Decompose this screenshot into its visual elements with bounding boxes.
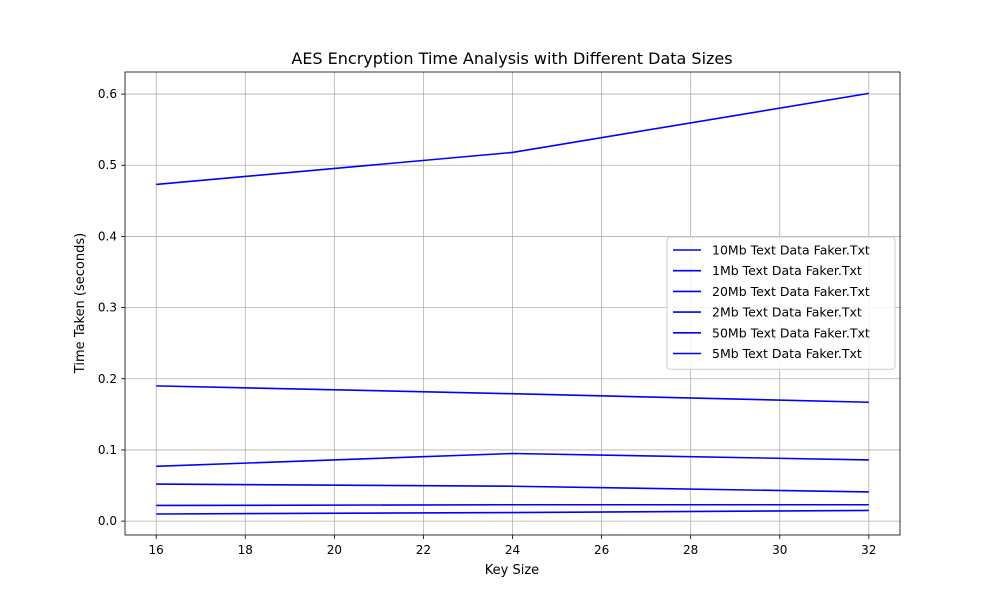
y-axis-label: Time Taken (seconds) [73,233,88,374]
x-axis-label: Key Size [485,563,539,578]
legend-label: 2Mb Text Data Faker.Txt [712,305,862,320]
x-tick-label: 28 [683,543,698,557]
x-tick-label: 18 [238,543,253,557]
series-line [156,385,869,404]
legend: 10Mb Text Data Faker.Txt 1Mb Text Data Fa… [666,236,896,370]
x-tick-label: 32 [861,543,876,557]
y-tick-label: 0.4 [98,229,117,243]
y-tick-label: 0.1 [98,443,117,457]
series-line [156,503,869,507]
legend-label: 5Mb Text Data Faker.Txt [712,346,862,361]
y-tick-label: 0.3 [98,301,117,315]
y-axis: 0.0 0.1 0.2 0.3 0.4 0.5 0.6 [98,87,125,528]
x-tick-label: 20 [327,543,342,557]
legend-label: 10Mb Text Data Faker.Txt [712,243,870,258]
x-tick-label: 26 [594,543,609,557]
series-line [156,452,869,468]
y-tick-label: 0.2 [98,372,117,386]
x-tick-label: 16 [149,543,164,557]
legend-box [666,236,896,370]
y-tick-label: 0.5 [98,158,117,172]
series-line [156,92,869,186]
legend-label: 1Mb Text Data Faker.Txt [712,263,862,278]
y-tick-label: 0.6 [98,87,117,101]
x-tick-label: 24 [505,543,520,557]
series-line [156,509,869,515]
y-tick-label: 0.0 [98,514,117,528]
legend-label: 50Mb Text Data Faker.Txt [712,325,870,340]
x-axis: 16 18 20 22 24 26 28 30 32 [149,535,876,557]
x-tick-label: 22 [416,543,431,557]
chart-title: AES Encryption Time Analysis with Differ… [291,49,732,68]
series-line [156,483,869,493]
x-tick-label: 30 [772,543,787,557]
series-lines [156,92,869,515]
legend-label: 20Mb Text Data Faker.Txt [712,284,870,299]
